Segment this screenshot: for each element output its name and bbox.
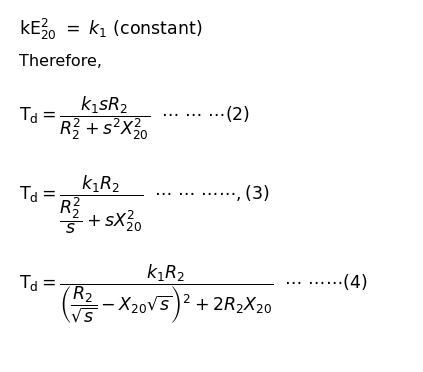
Text: $\mathrm{T_d} = \dfrac{k_1 s R_2}{R_2^2 + s^2 X_{20}^2} \ \ \cdots \ \cdots \ \c: $\mathrm{T_d} = \dfrac{k_1 s R_2}{R_2^2 … [19,95,250,142]
Text: Therefore,: Therefore, [19,54,102,69]
Text: $\mathrm{T_d} = \dfrac{k_1 R_2}{\left(\dfrac{R_2}{\sqrt{s}} - X_{20}\sqrt{s}\rig: $\mathrm{T_d} = \dfrac{k_1 R_2}{\left(\d… [19,262,368,326]
Text: $\mathrm{T_d} = \dfrac{k_1 R_2}{\dfrac{R_2^2}{s} + s X_{20}^2} \ \ \cdots \ \cdo: $\mathrm{T_d} = \dfrac{k_1 R_2}{\dfrac{R… [19,173,269,236]
Text: $\mathrm{kE}^{2}_{20} \ = \ k_1 \ (\mathrm{constant})$: $\mathrm{kE}^{2}_{20} \ = \ k_1 \ (\math… [19,17,202,42]
